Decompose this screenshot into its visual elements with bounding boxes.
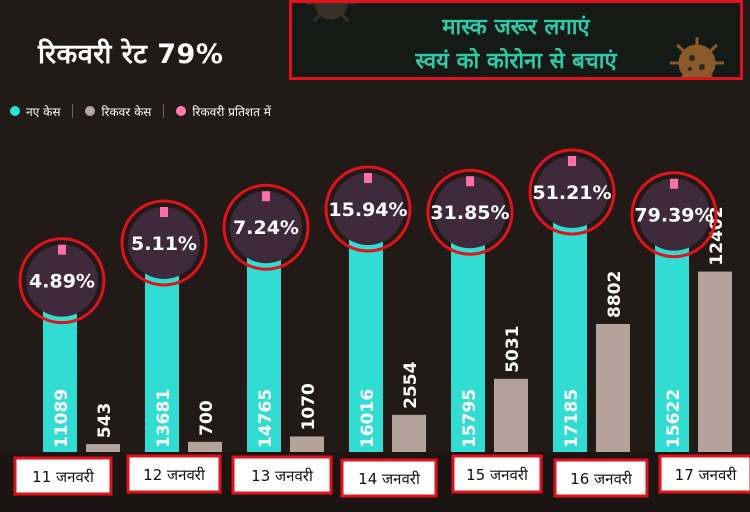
legend-dot-recovery-percent (176, 106, 187, 116)
recovered-bar (494, 378, 528, 452)
legend-item-recovered: रिकवर केस (85, 103, 151, 120)
category-tick-label: 16 जनवरी (570, 470, 633, 488)
legend-dot-recovered (85, 106, 96, 116)
legend-label-new-cases: नए केस (26, 104, 61, 119)
new-cases-bar (451, 222, 485, 452)
recovered-value-label: 2554 (401, 361, 421, 408)
recovered-value-label: 1070 (299, 383, 319, 430)
recovery-badge (128, 206, 200, 279)
legend-separator (163, 104, 165, 118)
recovery-badge-tick (262, 191, 270, 202)
recovery-percent-label: 79.39% (634, 205, 713, 227)
legend-label-recovered: रिकवर केस (101, 104, 152, 119)
legend-item-recovery-percent: रिकवरी प्रतिशत में (176, 103, 271, 120)
legend-label-recovery-percent: रिकवरी प्रतिशत में (192, 104, 271, 119)
category-tick-label: 13 जनवरी (251, 467, 314, 485)
recovered-bar (86, 444, 120, 452)
recovery-badge-ring (120, 199, 208, 287)
recovery-percent-label: 15.94% (328, 199, 407, 221)
legend: नए केस रिकवर केस रिकवरी प्रतिशत में (10, 102, 283, 120)
mask-banner: मास्क जरूर लगाएं स्वयं को कोरोना से बचाए… (289, 0, 743, 80)
recovered-value-label: 12402 (707, 206, 727, 265)
new-cases-bar (655, 224, 689, 452)
date-label-box (553, 458, 649, 498)
recovered-value-label: 543 (95, 403, 115, 439)
recovery-percent-label: 51.21% (532, 182, 611, 204)
category-tick-label: 17 जनवरी (675, 466, 738, 484)
recovery-badge-ring (222, 183, 310, 271)
legend-separator (72, 104, 74, 118)
recovery-badge-ring (324, 165, 412, 253)
banner-line-2: स्वयं को कोरोना से बचाएं (415, 49, 617, 74)
recovery-badge-tick (364, 173, 372, 184)
recovery-badge (26, 244, 98, 317)
recovery-badge-tick (466, 176, 474, 187)
recovery-percent-label: 4.89% (29, 271, 95, 293)
banner-line-1: मास्क जरूर लगाएं (442, 15, 590, 40)
category-tick-label: 12 जनवरी (143, 466, 206, 484)
recovery-badge-ring (426, 168, 514, 256)
recovered-bar (698, 271, 732, 452)
legend-item-new-cases: नए केस (10, 103, 60, 120)
date-label-box (658, 454, 750, 494)
recovered-bar (392, 414, 426, 452)
recovery-badge (638, 178, 710, 251)
new-cases-value-label: 14765 (256, 389, 276, 448)
new-cases-value-label: 11089 (52, 389, 72, 448)
date-label-box (13, 456, 113, 496)
recovered-bar (596, 323, 630, 452)
recovery-badge-tick (670, 178, 678, 189)
recovery-percent-label: 7.24% (233, 217, 299, 239)
new-cases-bar (43, 290, 77, 452)
new-cases-value-label: 15622 (664, 389, 684, 448)
new-cases-value-label: 13681 (154, 389, 174, 448)
recovery-badge-tick (568, 156, 576, 166)
new-cases-bar (349, 219, 383, 452)
date-label-box (126, 454, 222, 494)
recovered-value-label: 5031 (503, 325, 523, 372)
virus-icon (306, 3, 356, 23)
page-title: रिकवरी रेट 79% (38, 39, 224, 70)
recovery-badge-ring (528, 148, 616, 236)
legend-dot-new-cases (10, 106, 20, 116)
recovery-badge (332, 173, 404, 246)
recovery-badge-ring (18, 237, 106, 325)
recovered-value-label: 8802 (605, 271, 625, 318)
new-cases-value-label: 17185 (562, 389, 582, 448)
new-cases-bar (553, 202, 587, 452)
date-label-box (340, 458, 438, 498)
category-tick-label: 14 जनवरी (358, 470, 421, 488)
new-cases-value-label: 15795 (460, 389, 480, 448)
category-tick-label: 15 जनवरी (466, 466, 529, 484)
recovery-percent-label: 5.11% (131, 233, 197, 255)
recovery-badge-tick (160, 206, 168, 217)
recovery-badge-tick (58, 244, 66, 255)
recovered-value-label: 700 (197, 400, 217, 436)
recovery-badge-ring (630, 171, 718, 259)
date-label-box (231, 455, 333, 495)
recovery-badge (536, 156, 608, 228)
new-cases-value-label: 16016 (358, 389, 378, 448)
date-label-box (451, 454, 543, 494)
new-cases-bar (247, 237, 281, 452)
recovered-bar (290, 436, 324, 452)
recovery-percent-label: 31.85% (430, 202, 509, 224)
recovery-badge (230, 191, 302, 264)
recovery-badge (434, 176, 506, 249)
category-tick-label: 11 जनवरी (32, 468, 95, 486)
virus-icon (670, 37, 724, 77)
recovered-bar (188, 441, 222, 452)
